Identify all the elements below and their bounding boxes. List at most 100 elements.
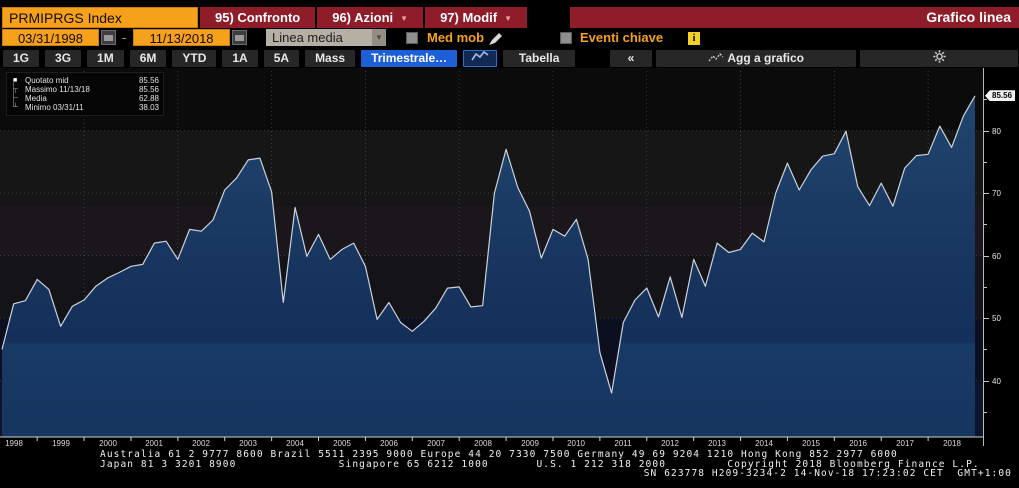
price-chart[interactable]: ■ Quotato mid 85.56 ┬ Massimo 11/13/18 85.56 ─… [0, 68, 1019, 448]
x-axis-label-2009: 2009 [521, 439, 539, 448]
legend-label: Quotato mid [25, 76, 69, 85]
y-axis-tick [984, 318, 989, 320]
y-axis-tick [984, 286, 987, 288]
legend-rail [13, 81, 14, 107]
chart-settings-button[interactable] [860, 50, 1018, 67]
chevron-down-icon: ▼ [372, 29, 386, 46]
tab-1a[interactable]: 1A [222, 50, 258, 67]
calendar-icon[interactable] [101, 30, 116, 45]
x-axis-label-2001: 2001 [145, 439, 163, 448]
view-title: Grafico linea [570, 7, 1019, 28]
footer-serial-line: SN 623778 H209-3234-2 14-Nov-18 17:23:02… [643, 468, 1012, 479]
y-axis: 85.56 40 50 60 70 80 [983, 68, 1019, 446]
period-tab-bar: 1G 3G 1M 6M YTD 1A 5A Mass Trimestrale… Tabella [3, 50, 576, 67]
toolbar-right-group: « Agg a grafico [610, 50, 1018, 67]
y-axis-tick [984, 255, 989, 257]
x-axis-label-2005: 2005 [333, 439, 351, 448]
x-axis-label-2008: 2008 [474, 439, 492, 448]
add-to-chart-button[interactable]: Agg a grafico [656, 50, 856, 67]
menu-button--modif[interactable]: 97) Modif ▼ [425, 7, 528, 28]
legend-value: 38.03 [138, 103, 159, 112]
legend-value: 62.88 [138, 94, 159, 103]
toolbar-row: 1G 3G 1M 6M YTD 1A 5A Mass Trimestrale… Tabella … [0, 49, 1019, 68]
chart-plot-area[interactable] [0, 68, 983, 446]
y-axis-tick [984, 412, 987, 413]
x-axis-label-2011: 2011 [614, 439, 632, 448]
chart-legend: ■ Quotato mid 85.56 ┬ Massimo 11/13/18 85.56 ─… [6, 72, 164, 116]
y-axis-tick [984, 161, 987, 163]
x-axis-label-2000: 2000 [99, 439, 117, 448]
legend-row-quotato: ■ Quotato mid 85.56 [13, 76, 159, 85]
x-axis-year-labels: 1998 1999 2000 2001 2002 2003 2004 2005 2006 2007… [0, 439, 983, 448]
x-axis-label-2007: 2007 [427, 439, 445, 448]
date-to-field[interactable]: 11/13/2018 [133, 29, 230, 46]
x-axis-label-1999: 1999 [52, 439, 70, 448]
y-axis-label-70: 70 [992, 189, 1001, 199]
x-axis-label-2003: 2003 [239, 439, 257, 448]
x-axis-label-2013: 2013 [708, 439, 726, 448]
x-axis-label-2006: 2006 [380, 439, 398, 448]
legend-label: Minimo 03/31/11 [25, 103, 84, 112]
x-axis-label-2002: 2002 [192, 439, 210, 448]
med-mob-label: Med mob [427, 30, 485, 45]
add-chart-icon [708, 52, 727, 66]
y-axis-tick [984, 193, 989, 195]
legend-row-minimo: ┴ Minimo 03/31/11 38.03 [13, 103, 159, 112]
legend-label: Massimo 11/13/18 [25, 85, 90, 94]
info-icon[interactable]: i [688, 32, 700, 45]
legend-value: 85.56 [138, 85, 159, 94]
line-type-dropdown[interactable]: Linea media ▼ [266, 29, 386, 46]
med-mob-checkbox[interactable] [406, 32, 418, 44]
x-axis-label-2015: 2015 [802, 439, 820, 448]
y-axis-tick [984, 224, 987, 226]
eventi-chiave-checkbox[interactable] [560, 32, 572, 44]
title-bar: PRMIPRGS Index 95) Confronto 96) Azioni ▼ 9… [0, 7, 1019, 28]
menu-button--azioni[interactable]: 96) Azioni ▼ [317, 7, 424, 28]
tab-ytd[interactable]: YTD [172, 50, 217, 67]
tab-3g[interactable]: 3G [45, 50, 82, 67]
tab-1g[interactable]: 1G [3, 50, 40, 67]
line-chart-icon [471, 50, 489, 65]
menu-button-group: 95) Confronto 96) Azioni ▼ 97) Modif ▼ [200, 7, 528, 28]
x-axis-label-2010: 2010 [567, 439, 585, 448]
x-axis-label-2017: 2017 [896, 439, 914, 448]
legend-marker-icon: ┴ [13, 104, 18, 111]
date-from-field[interactable]: 03/31/1998 [2, 29, 99, 46]
collapse-panel-button[interactable]: « [610, 50, 652, 67]
footer-contact-line1: Australia 61 2 9777 8600 Brazil 5511 239… [100, 449, 898, 460]
chevron-down-icon: ▼ [504, 14, 513, 23]
date-range-separator: - [122, 30, 127, 45]
x-axis-label-2018: 2018 [943, 439, 961, 448]
footer-contact-line2: Japan 81 3 3201 8900 Singapore 65 6212 1… [100, 459, 980, 470]
pencil-icon[interactable] [489, 32, 503, 45]
y-axis-tick [984, 99, 987, 101]
tab-5a[interactable]: 5A [263, 50, 300, 67]
y-axis-label-60: 60 [992, 251, 1001, 261]
add-to-chart-label: Agg a grafico [727, 51, 805, 65]
eventi-chiave-label: Eventi chiave [580, 30, 664, 45]
tab-tabella[interactable]: Tabella [503, 50, 576, 67]
calendar-icon[interactable] [232, 30, 247, 45]
tab-trimestrale[interactable]: Trimestrale… [361, 50, 458, 67]
legend-marker-icon: ┬ [13, 86, 18, 93]
y-axis-tick [984, 349, 987, 351]
legend-row-media: ─ Media 62.88 [13, 94, 159, 103]
x-axis-label-2014: 2014 [755, 439, 773, 448]
y-axis-label-40: 40 [992, 376, 1001, 386]
line-chart-type-button[interactable] [463, 50, 498, 67]
x-axis-label-2004: 2004 [286, 439, 304, 448]
legend-marker-icon: ■ [13, 77, 18, 84]
security-ticker-field[interactable]: PRMIPRGS Index [2, 7, 198, 28]
tab-mass[interactable]: Mass [305, 50, 356, 67]
tab-6m[interactable]: 6M [129, 50, 167, 67]
line-type-value: Linea media [272, 30, 343, 45]
tab-1m[interactable]: 1M [87, 50, 124, 67]
menu-button--confronto[interactable]: 95) Confronto [200, 7, 316, 28]
legend-label: Media [25, 94, 47, 103]
last-price-tag: 85.56 [985, 90, 1016, 102]
legend-row-massimo: ┬ Massimo 11/13/18 85.56 [13, 85, 159, 94]
legend-marker-icon: ─ [13, 95, 18, 102]
chevron-down-icon: ▼ [400, 14, 409, 23]
y-axis-label-50: 50 [992, 314, 1001, 324]
